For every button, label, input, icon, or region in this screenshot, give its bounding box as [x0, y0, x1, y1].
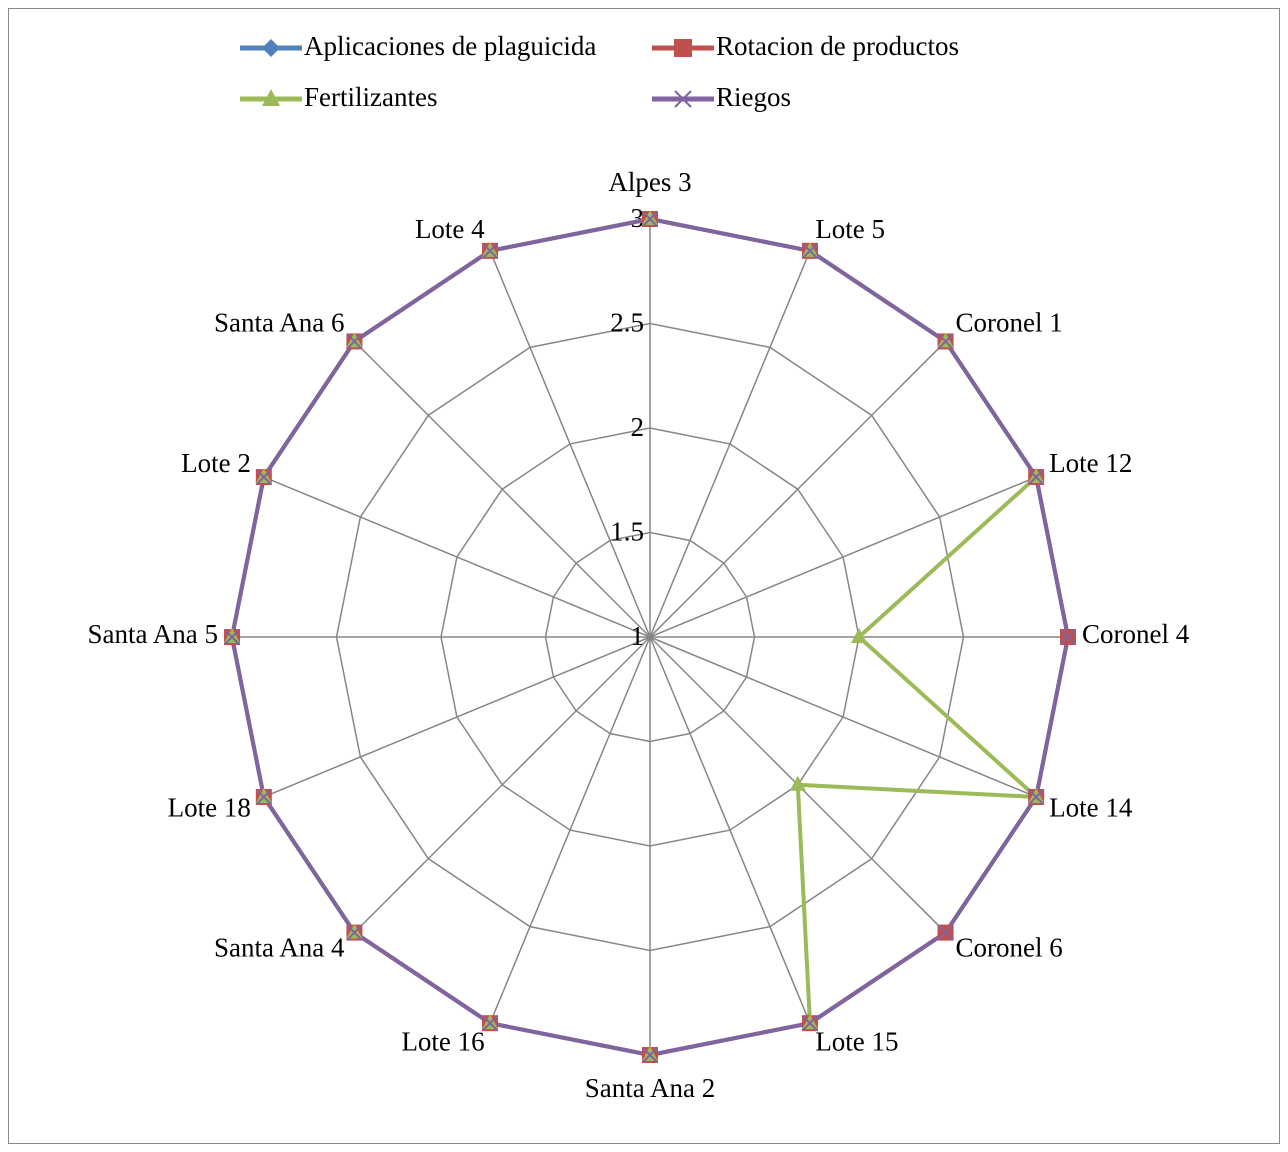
marker — [346, 333, 363, 350]
category-label: Coronel 6 — [955, 933, 1062, 963]
marker — [642, 210, 658, 225]
marker — [642, 211, 658, 227]
spoke — [489, 636, 651, 1024]
marker — [801, 241, 818, 257]
marker — [256, 469, 272, 485]
marker — [256, 789, 272, 805]
marker — [642, 1046, 658, 1061]
chart-border — [8, 8, 1280, 1144]
marker — [224, 628, 240, 643]
spoke — [649, 476, 1037, 638]
spoke — [489, 250, 651, 638]
y-tick-label: 2.5 — [610, 308, 644, 338]
legend-label: Fertilizantes — [304, 82, 437, 112]
marker — [346, 923, 363, 939]
legend-item: Rotacion de productos — [652, 31, 959, 61]
spoke — [263, 636, 651, 798]
marker — [1028, 469, 1044, 485]
spoke — [649, 636, 811, 1024]
y-tick-label: 1 — [631, 621, 645, 651]
legend-item: Riegos — [652, 82, 791, 112]
marker — [1028, 789, 1044, 805]
marker — [789, 775, 806, 791]
marker — [1028, 787, 1045, 803]
marker — [346, 924, 363, 941]
category-label: Lote 15 — [815, 1026, 898, 1056]
marker — [482, 1015, 498, 1031]
marker — [802, 1015, 818, 1031]
marker — [851, 628, 867, 643]
y-tick-label: 2 — [631, 412, 645, 442]
marker — [482, 243, 498, 259]
y-tick-label: 1.5 — [610, 517, 644, 547]
category-label: Coronel 1 — [955, 308, 1062, 338]
category-label: Lote 14 — [1049, 793, 1133, 823]
marker — [937, 332, 954, 348]
marker — [937, 924, 954, 941]
legend-item: Aplicaciones de plaguicida — [240, 31, 596, 61]
category-label: Alpes 3 — [608, 167, 691, 197]
category-label: Santa Ana 4 — [214, 933, 345, 963]
spoke — [649, 250, 811, 638]
category-label: Lote 16 — [401, 1026, 484, 1056]
legend-marker — [674, 39, 692, 57]
legend-label: Riegos — [716, 82, 791, 112]
marker — [482, 1014, 499, 1030]
category-label: Coronel 4 — [1082, 619, 1190, 649]
spoke — [353, 340, 651, 638]
marker — [1060, 629, 1076, 645]
category-label: Santa Ana 5 — [88, 619, 218, 649]
marker — [346, 332, 363, 348]
category-label: Lote 2 — [181, 448, 251, 478]
marker — [642, 1047, 658, 1063]
category-label: Lote 5 — [815, 214, 885, 244]
category-label: Lote 4 — [415, 214, 485, 244]
category-label: Santa Ana 6 — [214, 308, 344, 338]
y-tick-label: 3 — [631, 203, 645, 233]
marker — [937, 333, 954, 350]
marker — [802, 243, 818, 259]
category-label: Lote 12 — [1049, 448, 1132, 478]
spoke — [353, 636, 651, 934]
spoke — [649, 636, 1037, 798]
legend-marker — [674, 90, 692, 108]
marker — [224, 629, 240, 645]
marker — [1028, 468, 1045, 484]
category-label: Santa Ana 2 — [585, 1073, 715, 1103]
legend-marker — [262, 39, 280, 57]
marker — [255, 468, 272, 484]
spoke — [649, 340, 947, 638]
legend-marker — [262, 89, 280, 106]
legend-label: Rotacion de productos — [716, 31, 959, 61]
legend-item: Fertilizantes — [240, 82, 437, 112]
legend-label: Aplicaciones de plaguicida — [304, 31, 596, 61]
category-label: Lote 18 — [168, 793, 251, 823]
spoke — [263, 476, 651, 638]
marker — [255, 787, 272, 803]
marker — [801, 1014, 818, 1030]
marker — [482, 241, 499, 257]
